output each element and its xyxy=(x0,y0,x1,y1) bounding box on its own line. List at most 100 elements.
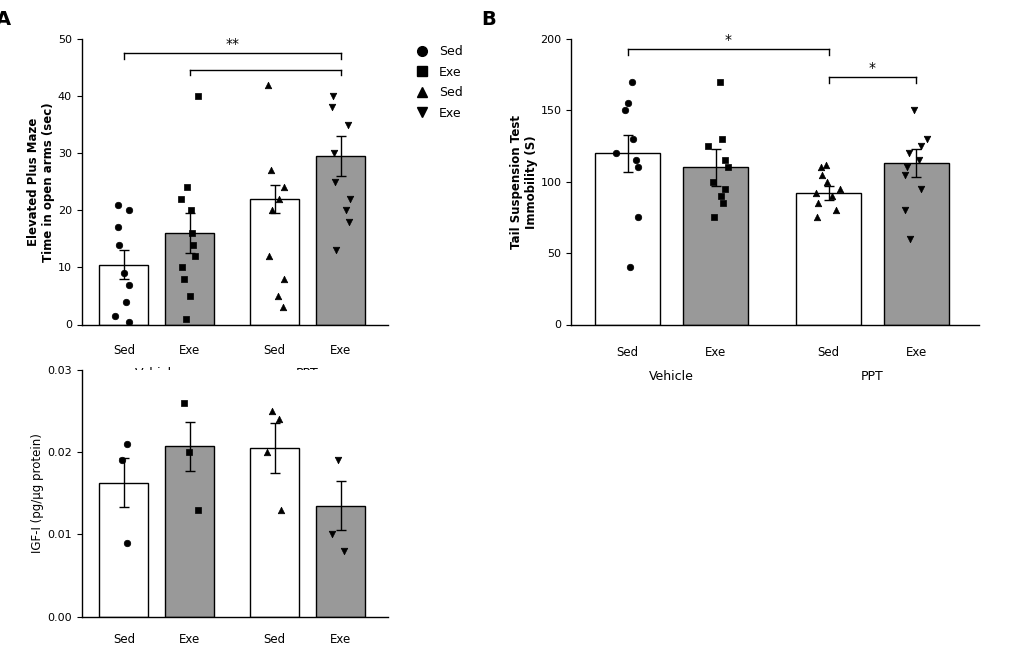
Point xyxy=(714,198,731,208)
Point xyxy=(629,212,645,223)
Point xyxy=(175,398,192,408)
Point xyxy=(325,148,341,158)
Point xyxy=(190,504,206,515)
Text: Exe: Exe xyxy=(704,346,726,359)
Text: Exe: Exe xyxy=(329,633,351,646)
Point xyxy=(339,119,356,130)
Point xyxy=(620,98,636,108)
Point xyxy=(179,182,196,193)
Point xyxy=(113,455,129,465)
Point xyxy=(120,279,137,289)
Point xyxy=(119,439,136,449)
Point xyxy=(607,148,624,158)
Text: B: B xyxy=(481,10,495,29)
Point xyxy=(183,205,200,215)
Point xyxy=(186,251,203,261)
Text: Vehicle: Vehicle xyxy=(135,367,179,380)
Point xyxy=(118,537,135,548)
Point xyxy=(711,77,728,87)
Point xyxy=(910,155,926,165)
Point xyxy=(699,141,715,151)
Point xyxy=(264,406,280,416)
Point xyxy=(341,193,358,204)
Text: Vehicle: Vehicle xyxy=(648,370,693,383)
Point xyxy=(809,198,825,208)
Point xyxy=(263,165,279,175)
Text: *: * xyxy=(868,61,875,75)
Bar xyxy=(250,448,299,617)
Point xyxy=(180,447,197,458)
Point xyxy=(275,302,291,313)
Point xyxy=(718,162,735,173)
Point xyxy=(329,455,345,465)
Point xyxy=(259,447,275,458)
Point xyxy=(335,546,352,556)
Point xyxy=(808,212,824,223)
Point xyxy=(275,182,291,193)
Point xyxy=(826,205,843,215)
Point xyxy=(807,188,823,199)
Point xyxy=(627,155,643,165)
Bar xyxy=(100,265,149,324)
Point xyxy=(120,205,137,215)
Point xyxy=(270,291,286,301)
Point xyxy=(712,134,729,144)
Point xyxy=(260,79,276,90)
Point xyxy=(615,105,632,116)
Point xyxy=(912,141,928,151)
Bar xyxy=(250,199,299,324)
Bar xyxy=(165,233,214,324)
Point xyxy=(275,274,291,284)
Point xyxy=(629,162,645,173)
Text: **: ** xyxy=(225,37,239,51)
Point xyxy=(118,297,135,307)
Bar xyxy=(100,483,149,617)
Point xyxy=(116,268,132,278)
Point xyxy=(109,199,125,210)
Point xyxy=(328,245,344,256)
Text: Sed: Sed xyxy=(616,346,638,359)
Text: Exe: Exe xyxy=(905,346,926,359)
Bar xyxy=(594,153,659,324)
Point xyxy=(110,239,126,250)
Point xyxy=(896,169,912,180)
Point xyxy=(622,262,638,273)
Text: PPT: PPT xyxy=(296,367,319,380)
Point xyxy=(900,148,916,158)
Text: Exe: Exe xyxy=(179,345,201,358)
Point xyxy=(905,105,921,116)
Text: Sed: Sed xyxy=(263,633,285,646)
Point xyxy=(705,212,721,223)
Point xyxy=(182,291,199,301)
Point xyxy=(324,91,340,101)
Point xyxy=(271,193,287,204)
Y-axis label: Elevated Plus Maze
Time in open arms (sec): Elevated Plus Maze Time in open arms (se… xyxy=(26,102,55,262)
Point xyxy=(261,251,277,261)
Point xyxy=(264,205,280,215)
Point xyxy=(813,169,829,180)
Point xyxy=(271,414,287,424)
Bar xyxy=(882,163,948,324)
Point xyxy=(121,317,138,327)
Point xyxy=(896,205,912,215)
Point xyxy=(340,217,357,227)
Point xyxy=(110,222,126,232)
Text: Exe: Exe xyxy=(179,633,201,646)
Point xyxy=(901,234,917,244)
Point xyxy=(177,313,194,324)
Point xyxy=(337,205,354,215)
Point xyxy=(175,274,192,284)
Point xyxy=(817,160,834,170)
Bar xyxy=(316,506,365,617)
Point xyxy=(818,177,835,187)
Text: Sed: Sed xyxy=(113,633,135,646)
Point xyxy=(712,191,729,201)
Y-axis label: Tail Suspension Test
Immobility (S): Tail Suspension Test Immobility (S) xyxy=(510,115,537,249)
Point xyxy=(716,155,733,165)
Legend: Sed, Exe, Sed, Exe: Sed, Exe, Sed, Exe xyxy=(409,45,463,119)
Text: PPT: PPT xyxy=(860,370,883,383)
Text: Sed: Sed xyxy=(113,345,135,358)
Text: Sed: Sed xyxy=(816,346,839,359)
Text: Exe: Exe xyxy=(329,345,351,358)
Text: *: * xyxy=(723,32,731,47)
